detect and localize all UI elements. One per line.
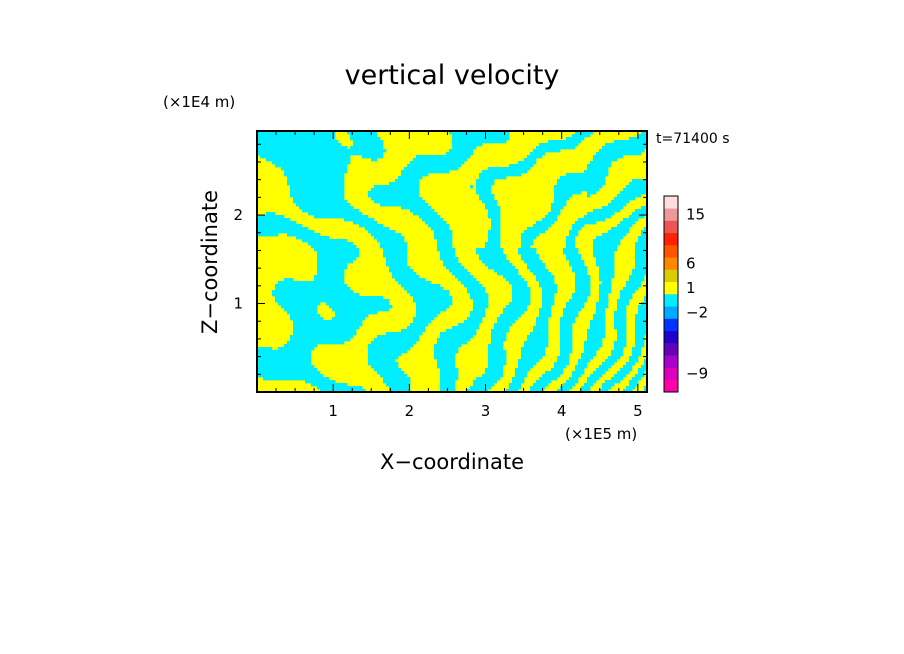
plot-area <box>256 130 648 393</box>
colorbar-tick-label: 15 <box>686 205 705 223</box>
x-axis-ticks: 1 2 3 4 5 <box>275 131 643 420</box>
colorbar-tick-label: 1 <box>686 279 696 297</box>
colorbar-segment <box>664 257 678 270</box>
colorbar-frame <box>663 195 679 393</box>
x-unit-label: (×1E5 m) <box>565 425 637 443</box>
x-tick-label: 3 <box>481 402 491 420</box>
x-tick-label: 2 <box>405 402 415 420</box>
y-tick-label: 1 <box>233 295 243 313</box>
colorbar-tick-label: −9 <box>686 365 708 383</box>
y-unit-label: (×1E4 m) <box>163 93 235 111</box>
colorbar: 15 6 1 −2 −9 <box>663 195 708 393</box>
negative-velocity-region <box>257 131 647 392</box>
colorbar-segment <box>664 281 678 295</box>
colorbar-segment <box>664 330 678 344</box>
colorbar-segment <box>664 306 678 319</box>
colorbar-segment <box>664 343 678 356</box>
colorbar-tick-label: −2 <box>686 303 708 321</box>
x-tick-label: 5 <box>633 402 643 420</box>
colorbar-segment <box>664 367 678 381</box>
velocity-field <box>257 131 647 392</box>
colorbar-segment <box>664 232 678 246</box>
colorbar-segment <box>664 245 678 258</box>
colorbar-segment <box>664 220 678 234</box>
y-axis-label: Z−coordinate <box>198 190 222 334</box>
colorbar-segment <box>664 318 678 332</box>
x-axis-label: X−coordinate <box>380 450 524 474</box>
colorbar-tick-label: 6 <box>686 254 696 272</box>
x-tick-label: 4 <box>557 402 567 420</box>
colorbar-segment <box>664 379 678 393</box>
colorbar-segment <box>664 269 678 283</box>
colorbar-segment <box>664 196 678 209</box>
colorbar-segment <box>664 208 678 221</box>
chart-title: vertical velocity <box>345 60 560 91</box>
y-axis-ticks: 12 <box>233 143 647 375</box>
time-label: t=71400 s <box>656 131 730 147</box>
y-tick-label: 2 <box>233 206 243 224</box>
plot-frame <box>256 130 648 393</box>
colorbar-segment <box>664 355 678 368</box>
x-tick-label: 1 <box>328 402 338 420</box>
colorbar-segment <box>664 294 678 307</box>
